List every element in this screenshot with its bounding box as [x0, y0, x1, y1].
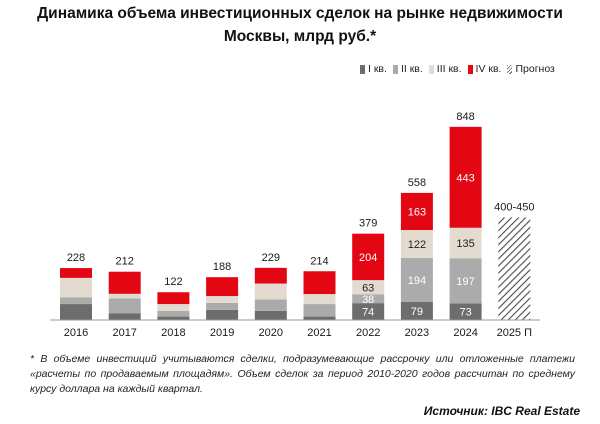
bar-segment-2021-q3: [303, 294, 336, 305]
segment-label-2023-q1: 79: [411, 306, 423, 318]
segment-label-2024-q4: 443: [456, 172, 474, 184]
chart-title: Динамика объема инвестиционных сделок на…: [37, 5, 563, 45]
bar-segment-2024-q4: [449, 126, 482, 228]
bar-segment-2017-q4: [108, 271, 141, 294]
legend-swatch-forecast: [507, 64, 513, 74]
bar-segment-2022-q4: [352, 233, 385, 281]
bar-segment-2016-q3: [60, 277, 92, 298]
bar-segment-2019-q3: [206, 296, 239, 303]
bar-segment-2024-q1: [449, 303, 482, 320]
bar-segment-2022-q3: [352, 280, 385, 295]
total-label-2019: 188: [213, 261, 231, 273]
footnote: * В объеме инвестиций учитываются сделки…: [30, 353, 575, 395]
bar-segment-2020-q1: [254, 310, 287, 320]
x-tick-label-2020: 2020: [259, 327, 283, 339]
total-label-2018: 122: [164, 276, 182, 288]
bar-segment-2022-q1: [352, 303, 385, 320]
segment-label-2022-q4: 204: [359, 252, 377, 264]
bar-segment-2021-q1: [303, 316, 336, 320]
segment-label-2023-q4: 163: [408, 206, 426, 218]
bar-segment-2021-q4: [303, 271, 336, 295]
bar-segment-2024-q3: [449, 227, 482, 259]
legend-item-q1: I кв.: [360, 63, 387, 75]
source-credit: Источник: IBC Real Estate: [423, 404, 580, 418]
segment-label-2024-q3: 135: [456, 238, 474, 250]
legend-label-forecast: Прогноз: [515, 63, 555, 75]
bar-segment-2017-q1: [108, 313, 141, 320]
legend-item-q2: II кв.: [392, 63, 423, 75]
legend-label-q1: I кв.: [368, 63, 387, 75]
bar-segment-2020-q4: [254, 267, 287, 284]
total-label-2023: 558: [408, 177, 426, 189]
bar-segment-2024-q2: [449, 258, 482, 304]
total-label-2017: 212: [116, 256, 134, 268]
bar-segment-2018-q2: [157, 310, 190, 317]
x-tick-label-2023: 2023: [405, 327, 429, 339]
bar-segment-2018-q3: [157, 304, 190, 311]
bar-segment-2023-q2: [400, 257, 433, 303]
legend-label-q3: III кв.: [436, 63, 462, 75]
total-label-2016: 228: [67, 252, 85, 264]
segment-label-2024-q2: 197: [456, 276, 474, 288]
bar-segment-2023-q1: [400, 302, 433, 320]
x-tick-label-2021: 2021: [307, 327, 331, 339]
legend-swatch-q4: [467, 64, 473, 74]
legend-label-q2: II кв.: [400, 63, 423, 75]
total-label-2024: 848: [456, 111, 474, 123]
bar-segment-2016-q2: [60, 297, 92, 305]
segment-label-2024-q1: 73: [459, 307, 471, 319]
bar-segment-2017-q3: [108, 293, 141, 299]
segment-label-2023-q2: 194: [408, 275, 426, 287]
legend-item-forecast: Прогноз: [507, 63, 555, 75]
segment-label-2023-q3: 122: [408, 239, 426, 251]
bar-forecast-2025-п: [498, 217, 531, 320]
segment-label-2022-q2: 38: [362, 294, 374, 306]
x-tick-label-2022: 2022: [356, 327, 380, 339]
bar-segment-2019-q2: [206, 302, 239, 310]
labels-layer: 228 2016 212 2017 122 2018 188 2019 229 2020 214 20…: [64, 111, 535, 339]
bar-segment-2019-q1: [206, 309, 239, 320]
bar-segment-2016-q4: [60, 268, 92, 278]
legend-swatch-q1: [360, 64, 365, 74]
legend-label-q4: IV кв.: [475, 63, 502, 75]
x-tick-label-2019: 2019: [210, 327, 234, 339]
bars-layer: [60, 126, 531, 320]
legend-item-q4: IV кв.: [467, 63, 502, 75]
bar-segment-2016-q1: [60, 304, 92, 320]
stacked-bar-chart: 228 2016 212 2017 122 2018 188 2019 229 2020 214 20…: [50, 111, 540, 339]
x-tick-label-2017: 2017: [112, 327, 136, 339]
bar-segment-2023-q3: [400, 230, 433, 258]
legend-swatch-q2: [392, 64, 398, 74]
chart-legend: I кв. II кв. III кв. IV кв. Прогноз: [360, 62, 555, 76]
total-label-2022: 379: [359, 218, 377, 230]
legend-item-q3: III кв.: [428, 63, 462, 75]
bar-segment-2017-q2: [108, 298, 141, 314]
bar-segment-2023-q4: [400, 192, 433, 231]
bar-segment-2022-q2: [352, 294, 385, 304]
x-tick-label-2025-п: 2025 П: [497, 327, 533, 339]
x-tick-label-2024: 2024: [453, 327, 477, 339]
total-label-2025-п: 400-450: [494, 202, 534, 214]
bar-segment-2021-q2: [303, 304, 336, 317]
x-tick-label-2018: 2018: [161, 327, 185, 339]
total-label-2020: 229: [262, 252, 280, 264]
bar-segment-2018-q1: [157, 316, 190, 320]
bar-segment-2018-q4: [157, 292, 190, 305]
bar-segment-2020-q3: [254, 283, 287, 300]
bar-segment-2019-q4: [206, 277, 239, 297]
segment-label-2022-q3: 63: [362, 282, 374, 294]
total-label-2021: 214: [310, 255, 328, 267]
legend-swatch-q3: [428, 64, 434, 74]
segment-label-2022-q1: 74: [362, 307, 374, 319]
bar-segment-2020-q2: [254, 299, 287, 311]
x-tick-label-2016: 2016: [64, 327, 88, 339]
